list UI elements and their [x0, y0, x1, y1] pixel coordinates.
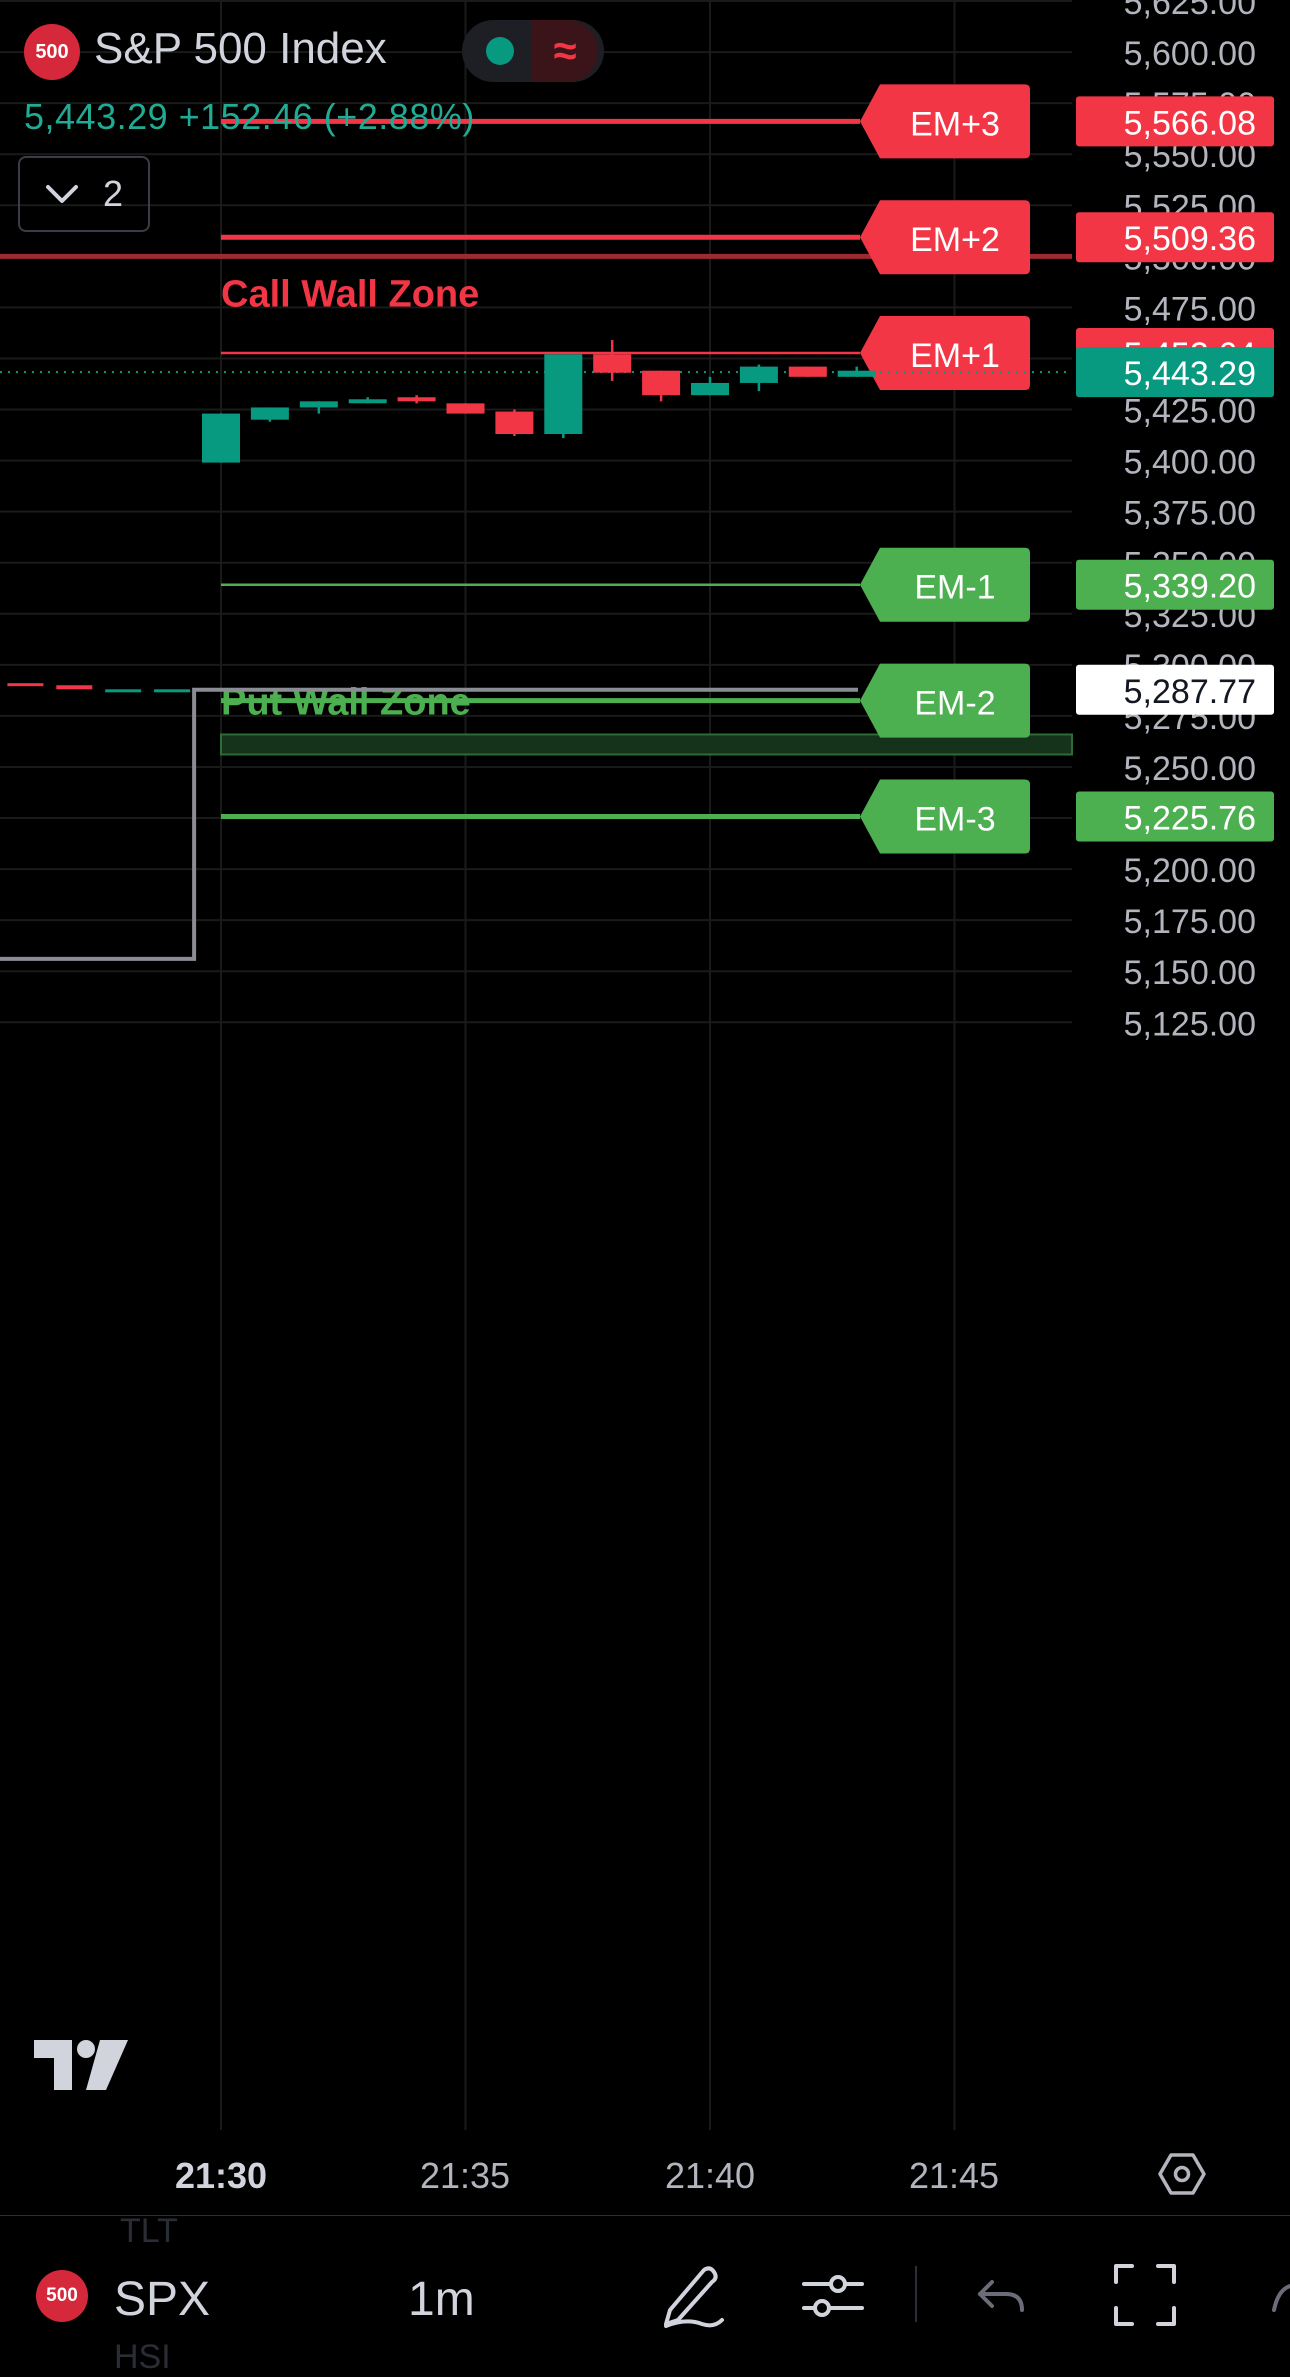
chart-settings-icon[interactable] [1158, 2152, 1206, 2196]
bottom-symbol-badge[interactable]: 500 [36, 2270, 88, 2322]
candle-body [397, 397, 436, 402]
level-tag-text: EM+1 [910, 337, 1000, 375]
level-tag-text: EM-3 [914, 800, 995, 838]
ghost-symbol-hsi: HSI [114, 2338, 171, 2376]
y-axis-tick-label: 5,375.00 [1124, 495, 1256, 533]
price-tag-text: 5,443.29 [1124, 355, 1256, 393]
level-price-tag-text: 5,566.08 [1124, 104, 1256, 142]
undo-icon[interactable] [972, 2260, 1032, 2330]
candle-body [348, 399, 387, 404]
level-tag-em-2 [860, 663, 1030, 738]
indicator-sliders-icon[interactable] [798, 2260, 868, 2330]
price-quote: 5,443.29 +152.46 (+2.88%) [24, 96, 475, 137]
y-axis-tick-label: 5,400.00 [1124, 444, 1256, 482]
candle-body [544, 354, 583, 435]
candle-body [593, 354, 632, 373]
tradingview-logo-icon[interactable] [34, 2040, 128, 2090]
fullscreen-icon[interactable] [1110, 2260, 1180, 2330]
time-label-2135: 21:35 [419, 2155, 511, 2196]
previous-close-step-line [0, 687, 858, 961]
y-axis-tick-label: 5,200.00 [1124, 852, 1256, 890]
y-axis-tick-label: 5,175.00 [1124, 903, 1256, 941]
level-price-tag-text: 5,339.20 [1124, 568, 1256, 606]
time-label-2130: 21:30 [174, 2155, 268, 2196]
candle-body [250, 407, 289, 420]
toolbar-divider [915, 2266, 917, 2322]
level-price-tag-text: 5,225.76 [1124, 799, 1256, 837]
candle-body [837, 370, 876, 377]
indicators-collapse-button[interactable]: 2 [18, 156, 150, 232]
candle-prev [154, 689, 191, 693]
symbol-search-button[interactable]: SPX [114, 2273, 211, 2326]
approx-wave-icon[interactable]: ≈ [532, 20, 598, 82]
indicators-count: 2 [102, 173, 124, 214]
last-price-tag [1076, 347, 1274, 398]
level-layer: EM+3 EM+2 EM+1 EM-1 EM-2 EM-3 [0, 84, 1072, 961]
candle-body [446, 403, 485, 414]
price-tag-text: 5,287.77 [1124, 673, 1256, 711]
candle-body [202, 413, 240, 463]
level-price-tag-em+2 [1076, 212, 1274, 263]
level-price-tag-em-3 [1076, 791, 1274, 842]
level-tag-em+1 [860, 316, 1030, 391]
y-axis-tick-label: 5,600.00 [1124, 35, 1256, 73]
time-label-2145: 21:45 [908, 2155, 1000, 2196]
y-axis-tick-label: 5,425.00 [1124, 393, 1256, 431]
candle-prev [56, 685, 93, 690]
level-tag-text: EM-1 [914, 569, 995, 607]
ghost-symbol-tlt: TLT [120, 2212, 178, 2250]
y-axis-tick-label: 5,625.00 [1124, 0, 1256, 22]
chevron-down-icon [45, 185, 78, 203]
candle-prev [7, 683, 44, 687]
price-axis[interactable]: 5,625.005,600.005,575.005,550.005,525.00… [1076, 0, 1274, 1043]
symbol-logo-badge[interactable]: 500 [24, 24, 80, 80]
y-axis-tick-label: 5,475.00 [1124, 290, 1256, 328]
bottom-toolbar: TLT HSI 500 SPX 1m [0, 2212, 1290, 2376]
level-tag-em-1 [860, 547, 1030, 622]
level-tag-em+3 [860, 84, 1030, 159]
y-axis-tick-label: 5,150.00 [1124, 954, 1256, 992]
level-tag-em-3 [860, 779, 1030, 854]
level-price-tag-em+3 [1076, 96, 1274, 147]
y-axis-tick-label: 5,125.00 [1124, 1005, 1256, 1043]
level-price-tag-em-1 [1076, 559, 1274, 610]
draw-pencil-icon[interactable] [656, 2260, 726, 2330]
session-toggle[interactable]: ≈ [462, 20, 604, 82]
y-axis-tick-label: 5,250.00 [1124, 750, 1256, 788]
candle-body [642, 370, 681, 396]
prev-close-price-tag [1076, 664, 1274, 715]
candle-prev [105, 689, 142, 693]
level-tag-text: EM+3 [910, 105, 1000, 143]
candle-body [739, 366, 778, 383]
candle-body [691, 382, 729, 396]
symbol-title[interactable]: S&P 500 Index [94, 24, 387, 73]
level-tag-text: EM-2 [914, 685, 995, 723]
put-wall-zone-band [220, 733, 1073, 756]
partial-more-icon[interactable] [1268, 2260, 1290, 2330]
level-tag-text: EM+2 [910, 221, 1000, 259]
call-wall-zone-label: Call Wall Zone [221, 273, 479, 315]
candle-body [495, 411, 534, 435]
time-label-2140: 21:40 [664, 2155, 756, 2196]
level-tag-em+2 [860, 200, 1030, 275]
candle-body [788, 366, 827, 377]
candle-body [299, 401, 338, 408]
level-price-tag-text: 5,509.36 [1124, 220, 1256, 258]
market-open-dot-icon [486, 37, 514, 65]
candle-layer [7, 340, 876, 693]
interval-button[interactable]: 1m [408, 2273, 475, 2326]
